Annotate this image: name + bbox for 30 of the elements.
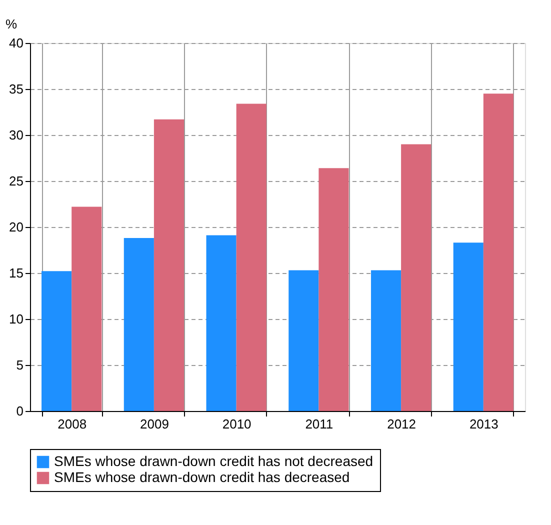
y-tick-label: 20 <box>9 220 24 234</box>
bar <box>236 104 266 411</box>
x-tick-label: 2008 <box>58 416 87 432</box>
y-tick-label: 25 <box>9 174 24 188</box>
bar <box>124 238 154 411</box>
y-tick-label: 30 <box>9 128 24 142</box>
y-tick-label: 35 <box>9 82 24 96</box>
bar <box>453 242 484 411</box>
y-tick-label: 15 <box>9 266 24 280</box>
bar <box>288 270 319 411</box>
y-axis-title: % <box>6 16 18 32</box>
bar <box>370 270 402 411</box>
y-tick-label: 0 <box>16 404 24 418</box>
legend-label: SMEs whose drawn-down credit has not decreased <box>54 453 374 469</box>
y-tick-label: 10 <box>9 312 24 326</box>
x-tick-label: 2009 <box>140 416 169 432</box>
x-tick-label: 2010 <box>222 416 252 432</box>
bar <box>401 144 432 411</box>
bar <box>42 271 72 411</box>
bar <box>154 119 184 411</box>
bar <box>318 168 349 411</box>
x-tick-label: 2012 <box>387 416 416 432</box>
legend-label: SMEs whose drawn-down credit has decreased <box>54 469 350 485</box>
x-tick-label: 2013 <box>469 416 498 432</box>
y-tick-label: 40 <box>9 36 24 50</box>
x-tick-label: 2011 <box>305 416 334 432</box>
bar <box>72 206 102 411</box>
bar <box>206 235 236 411</box>
y-tick-label: 5 <box>16 358 24 372</box>
bar <box>483 94 514 411</box>
